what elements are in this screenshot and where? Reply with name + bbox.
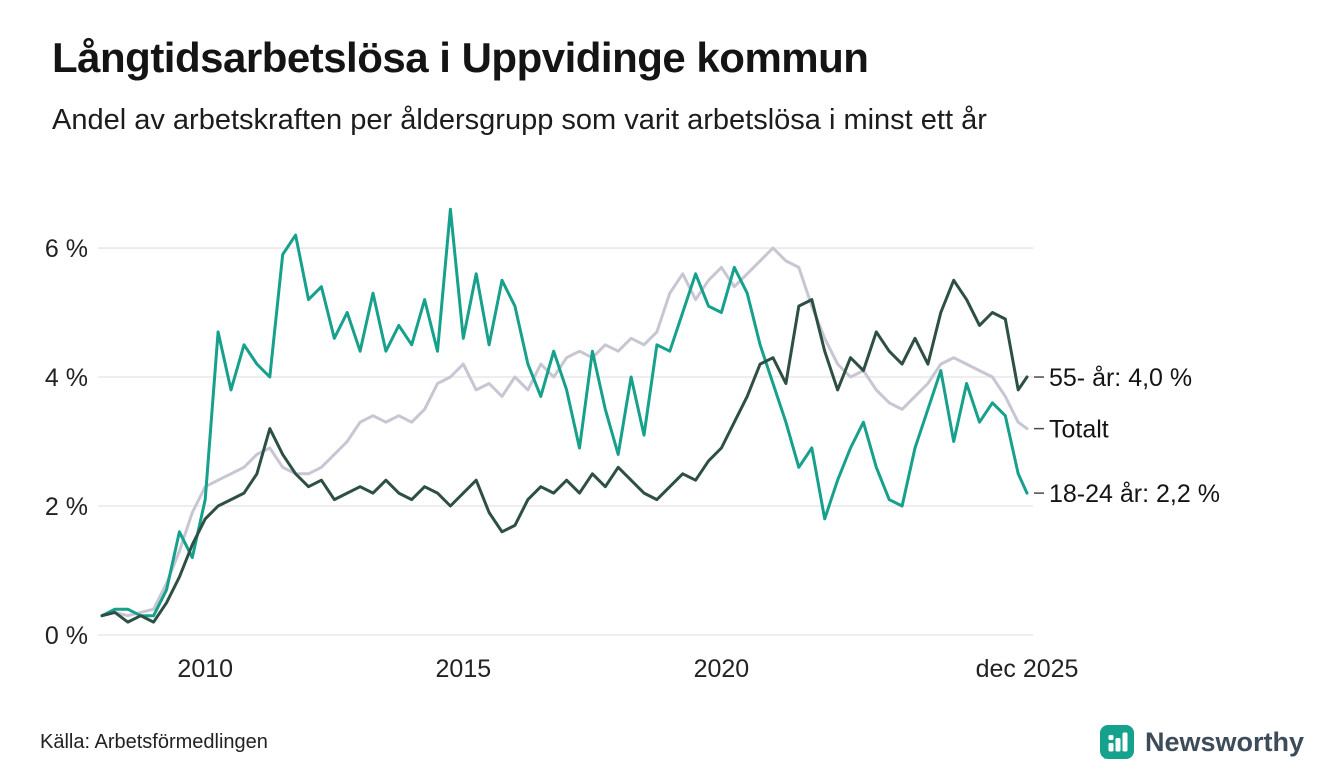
line-series-age-18-24	[100, 207, 1029, 618]
x-tick-label: 2015	[436, 655, 492, 683]
bar-medium	[1115, 738, 1121, 752]
x-tick-label: 2010	[177, 655, 233, 683]
newsworthy-icon	[1099, 725, 1134, 759]
newsworthy-wordmark: Newsworthy	[1144, 726, 1304, 757]
y-tick-label: 2 %	[45, 493, 88, 521]
series-end-label-age-18-24: 18-24 år: 2,2 %	[1049, 480, 1220, 508]
series-end-label-total: Totalt	[1049, 416, 1109, 444]
line-chart: 0 % 2 % 4 % 6 % 2010 2015 2020 dec 2025 Totalt 18…	[45, 207, 1220, 683]
bar-tall	[1122, 732, 1128, 752]
bar-dot	[1108, 735, 1114, 740]
x-tick-label: dec 2025	[976, 655, 1079, 683]
y-tick-label: 0 %	[45, 622, 88, 650]
series-end-label-age-55-plus: 55- år: 4,0 %	[1049, 364, 1192, 392]
page-title: Långtidsarbetslösa i Uppvidinge kommun	[52, 34, 869, 81]
y-tick-label: 4 %	[45, 364, 88, 392]
line-series-age-55-plus	[100, 278, 1029, 624]
x-tick-label: 2020	[694, 655, 750, 683]
line-series-total	[100, 246, 1029, 618]
source-note: Källa: Arbetsförmedlingen	[40, 731, 268, 753]
bar-short	[1108, 743, 1114, 752]
y-tick-label: 6 %	[45, 235, 88, 263]
newsworthy-icon-tail	[1103, 752, 1112, 759]
newsworthy-logo: Newsworthy	[1099, 724, 1304, 760]
chart-subtitle: Andel av arbetskraften per åldersgrupp s…	[52, 104, 987, 137]
